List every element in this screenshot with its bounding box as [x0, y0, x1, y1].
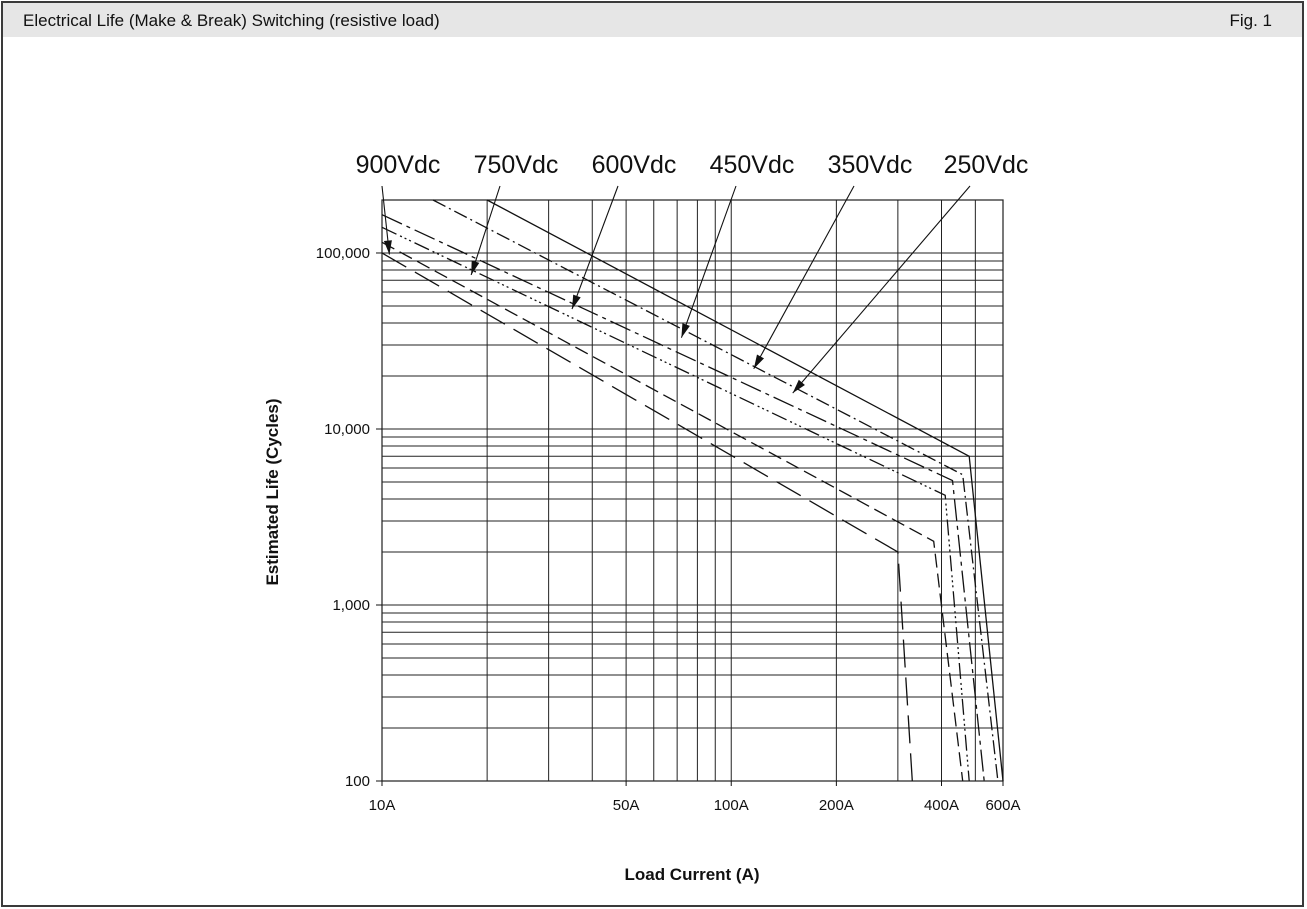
- y-axis-label: Estimated Life (Cycles): [263, 398, 282, 585]
- series-label-arrows: [381, 185, 971, 394]
- x-axis-label: Load Current (A): [624, 865, 759, 884]
- y-tick-label: 100,000: [316, 245, 370, 262]
- arrowhead: [792, 379, 805, 394]
- figure-header: Electrical Life (Make & Break) Switching…: [3, 3, 1302, 37]
- voltage-label-900vdc: 900Vdc: [356, 151, 441, 179]
- y-tick-label: 10,000: [324, 421, 370, 438]
- leader-line: [792, 185, 971, 394]
- voltage-label-350vdc: 350Vdc: [828, 151, 913, 179]
- leader-line: [571, 185, 619, 310]
- arrowhead: [681, 323, 690, 338]
- x-tick-label: 600A: [985, 797, 1020, 814]
- chart-grid: [376, 199, 1004, 786]
- arrowhead: [471, 260, 480, 275]
- voltage-label-450vdc: 450Vdc: [710, 151, 795, 179]
- voltage-label-600vdc: 600Vdc: [592, 151, 677, 179]
- x-tick-label: 50A: [613, 797, 640, 814]
- leader-line: [753, 185, 855, 369]
- voltage-label-750vdc: 750Vdc: [474, 151, 559, 179]
- series-line-900vdc: [381, 252, 913, 782]
- x-tick-label: 10A: [369, 797, 396, 814]
- figure-title: Electrical Life (Make & Break) Switching…: [23, 11, 440, 30]
- x-tick-label: 100A: [714, 797, 749, 814]
- y-tick-label: 1,000: [332, 597, 370, 614]
- leader-line: [470, 185, 501, 276]
- y-tick-label: 100: [345, 773, 370, 790]
- x-tick-label: 200A: [819, 797, 854, 814]
- chart-labels: 10A 50A 100A 200A 400A 600A 100 1,000 10,000 100,…: [316, 151, 1029, 814]
- arrowhead: [572, 294, 581, 310]
- series-line-250vdc: [486, 199, 1004, 782]
- series-line-750vdc: [381, 241, 964, 782]
- arrowhead: [383, 240, 392, 255]
- series-line-450vdc: [381, 214, 985, 782]
- plot-border: [381, 199, 1004, 782]
- figure-number: Fig. 1: [1229, 11, 1272, 30]
- series-line-600vdc: [381, 226, 970, 782]
- series-line-350vdc: [432, 199, 999, 782]
- arrowhead: [753, 354, 764, 369]
- x-tick-label: 400A: [924, 797, 959, 814]
- chart-series: [381, 199, 1004, 782]
- voltage-label-250vdc: 250Vdc: [944, 151, 1029, 179]
- leader-line: [680, 185, 737, 338]
